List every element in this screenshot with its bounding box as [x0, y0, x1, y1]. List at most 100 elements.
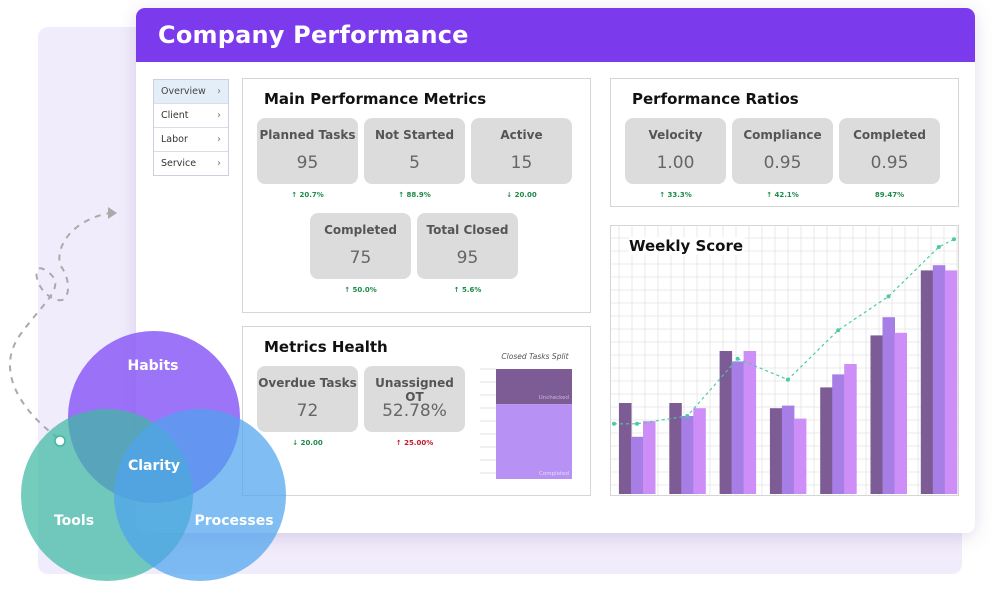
venn-label-tools: Tools: [54, 513, 94, 529]
ratio-card-velocity[interactable]: Velocity 1.00: [625, 118, 726, 184]
bar-series-2[interactable]: [781, 405, 795, 494]
ratio-card-completed[interactable]: Completed 0.95: [839, 118, 940, 184]
chart-bars: [619, 265, 958, 494]
trend-point: [952, 237, 956, 242]
venn-dot: [54, 435, 66, 447]
chart-trendline: [612, 237, 956, 426]
bar-series-2[interactable]: [631, 436, 644, 494]
panel-title: Performance Ratios: [632, 90, 799, 108]
metric-value: 75: [349, 248, 372, 268]
bar-series-2[interactable]: [681, 416, 694, 494]
bar-series-2[interactable]: [882, 317, 896, 494]
panel-title: Main Performance Metrics: [264, 90, 487, 108]
arrow-head-icon: [108, 207, 117, 219]
side-nav: Overview › Client › Labor › Service ›: [153, 79, 229, 176]
health-delta: ↓ 20.00: [292, 439, 323, 447]
nav-item-labor[interactable]: Labor ›: [154, 128, 228, 152]
trend-point: [735, 356, 740, 361]
nav-item-service[interactable]: Service ›: [154, 152, 228, 175]
metric-card-completed[interactable]: Completed 75: [310, 213, 411, 279]
trend-point: [936, 245, 941, 249]
metric-card-total-closed[interactable]: Total Closed 95: [417, 213, 518, 279]
title-bar: Company Performance: [136, 8, 975, 62]
bar-series-3[interactable]: [643, 421, 656, 494]
metric-label: Total Closed: [426, 223, 509, 237]
metric-delta: ↓ 20.00: [506, 191, 537, 199]
ratio-card-compliance[interactable]: Compliance 0.95: [732, 118, 833, 184]
nav-item-label: Overview: [161, 86, 206, 97]
nav-item-overview[interactable]: Overview ›: [154, 80, 228, 104]
bar-series-1[interactable]: [719, 351, 733, 494]
bar-series-3[interactable]: [844, 364, 857, 494]
nav-item-label: Client: [161, 110, 189, 121]
metrics-health-panel: Metrics Health Overdue Tasks 72 ↓ 20.00 …: [242, 326, 591, 496]
dashed-arrow-path: [9, 212, 111, 439]
chevron-right-icon: ›: [217, 158, 221, 169]
ratio-delta: ↑ 42.1%: [766, 191, 799, 199]
bar-series-1[interactable]: [870, 335, 884, 494]
bar-series-3[interactable]: [944, 270, 958, 494]
venn-label-processes: Processes: [194, 513, 273, 529]
performance-ratios-panel: Performance Ratios Velocity 1.00 ↑ 33.3%…: [610, 78, 959, 207]
split-segment-unchecked[interactable]: [496, 369, 572, 405]
chevron-right-icon: ›: [217, 86, 221, 97]
bar-series-3[interactable]: [693, 408, 706, 494]
bar-series-2[interactable]: [731, 361, 745, 494]
split-label-unchecked: Unchecked: [539, 395, 569, 401]
panel-title: Metrics Health: [264, 338, 388, 356]
metric-value: 15: [510, 153, 533, 173]
closed-tasks-split-chart: Closed Tasks Split Unchecked Completed: [480, 352, 572, 479]
bar-series-1[interactable]: [920, 270, 934, 494]
chevron-right-icon: ›: [217, 134, 221, 145]
venn-label-center: Clarity: [128, 458, 180, 474]
bar-series-3[interactable]: [894, 332, 908, 494]
metric-label: Completed: [324, 223, 397, 237]
nav-item-client[interactable]: Client ›: [154, 104, 228, 128]
bar-series-1[interactable]: [619, 403, 632, 494]
trend-point: [612, 421, 616, 426]
metric-card-active[interactable]: Active 15: [471, 118, 572, 184]
health-delta: ↑ 25.00%: [395, 439, 434, 447]
bar-series-2[interactable]: [832, 374, 845, 494]
chart-title: Weekly Score: [629, 237, 746, 255]
weekly-score-chart: [611, 226, 958, 495]
bar-series-3[interactable]: [793, 418, 807, 494]
split-axis-ticks: [480, 368, 496, 474]
metric-label: Active: [500, 128, 543, 142]
metric-delta: ↑ 50.0%: [344, 286, 377, 294]
split-label-completed: Completed: [539, 471, 569, 477]
bar-series-1[interactable]: [669, 403, 682, 494]
chevron-right-icon: ›: [217, 110, 221, 121]
venn-circle-processes[interactable]: [114, 409, 286, 581]
split-segment-completed[interactable]: [496, 404, 572, 479]
dashboard-window: Company Performance Overview › Client › …: [136, 8, 975, 533]
main-metrics-panel: Main Performance Metrics Planned Tasks 9…: [242, 78, 591, 313]
metric-label: Not Started: [374, 128, 455, 142]
metric-delta: ↑ 88.9%: [398, 191, 431, 199]
bar-series-3[interactable]: [743, 351, 757, 494]
health-card-unassigned-ot[interactable]: Unassigned OT 52.78%: [364, 366, 465, 432]
venn-label-habits: Habits: [127, 358, 178, 374]
metric-card-not-started[interactable]: Not Started 5: [364, 118, 465, 184]
nav-item-label: Service: [161, 158, 197, 169]
bar-series-1[interactable]: [820, 387, 833, 494]
metric-value: 95: [296, 153, 319, 173]
ratio-value: 0.95: [763, 153, 802, 173]
bar-series-2[interactable]: [932, 265, 946, 494]
ratio-label: Compliance: [743, 128, 822, 142]
metric-value: 95: [456, 248, 479, 268]
metric-card-planned-tasks[interactable]: Planned Tasks 95: [257, 118, 358, 184]
metric-label: Planned Tasks: [259, 128, 356, 142]
ratio-label: Velocity: [648, 128, 703, 142]
ratio-value: 1.00: [656, 153, 695, 173]
metric-value: 5: [409, 153, 420, 173]
health-card-overdue-tasks[interactable]: Overdue Tasks 72: [257, 366, 358, 432]
metric-delta: ↑ 5.6%: [453, 286, 482, 294]
health-label: Overdue Tasks: [258, 376, 357, 390]
trend-point: [685, 414, 690, 418]
trend-point: [886, 294, 891, 299]
bar-series-1[interactable]: [769, 408, 783, 494]
metric-delta: ↑ 20.7%: [291, 191, 324, 199]
ratio-label: Completed: [853, 128, 926, 142]
venn-diagram: Habits Clarity Tools Processes: [9, 207, 286, 581]
